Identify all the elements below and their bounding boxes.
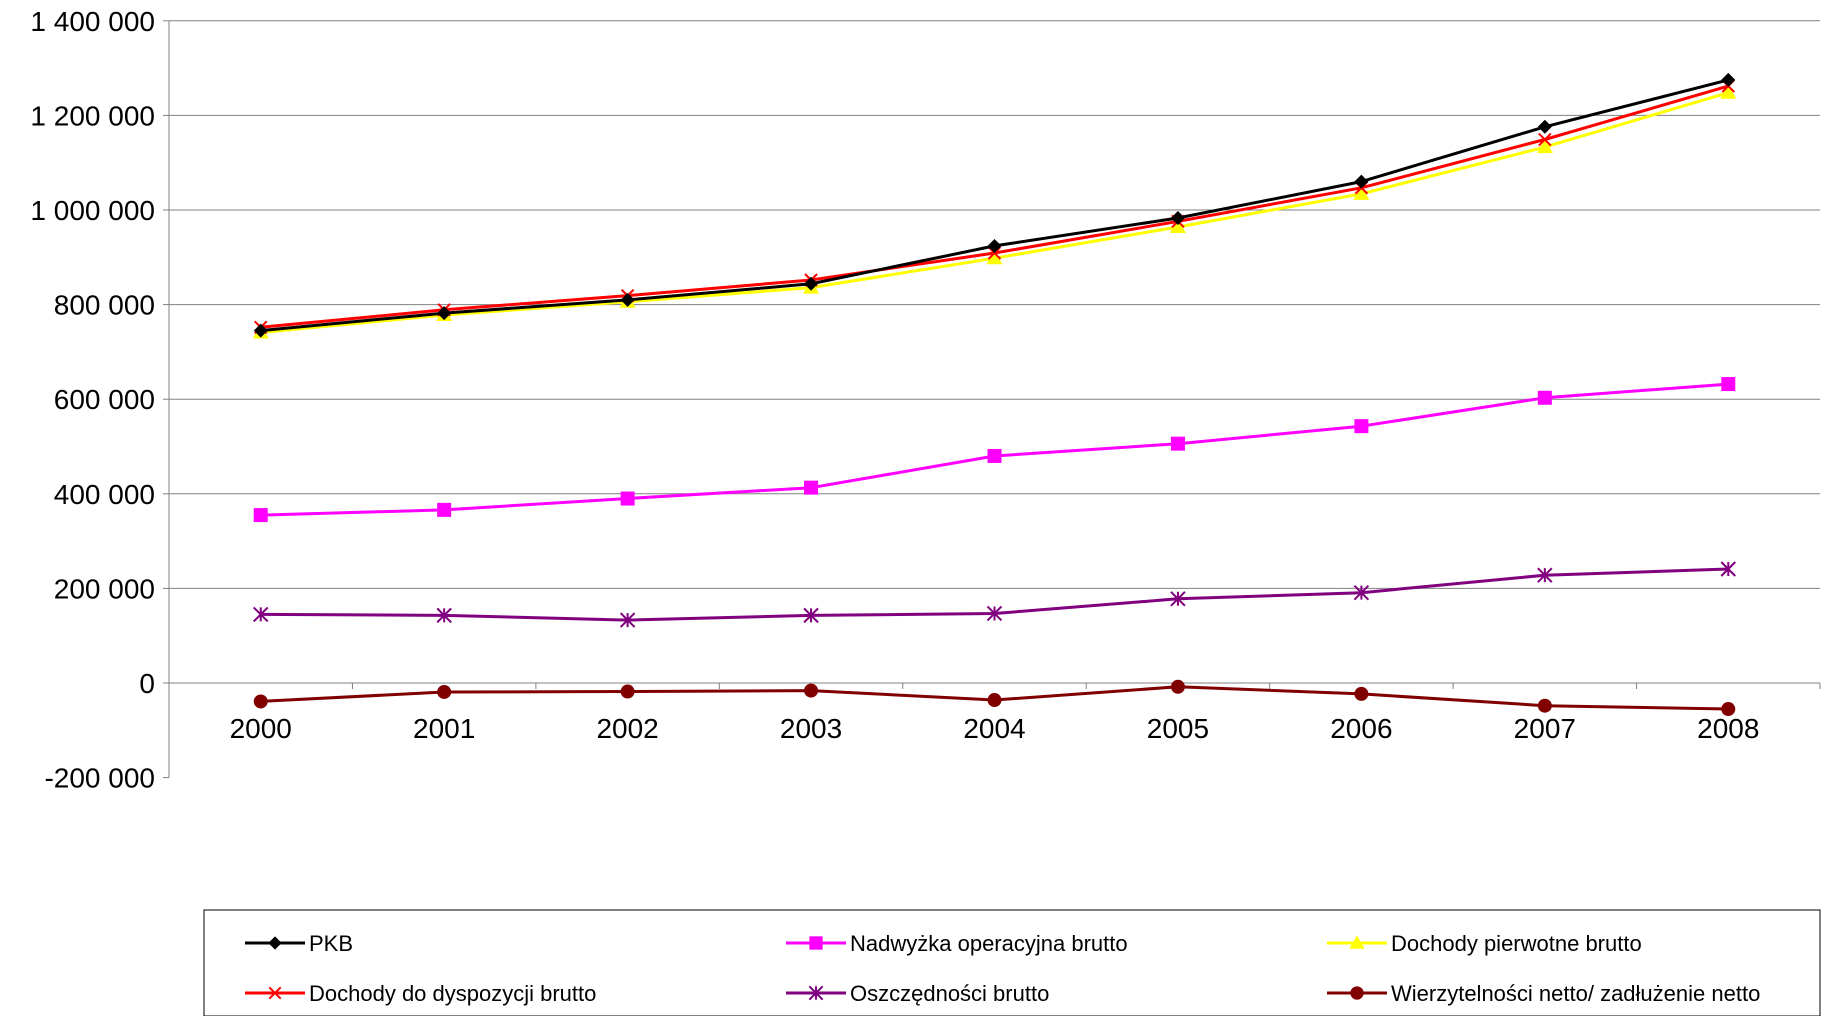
x-tick-label: 2004 bbox=[963, 713, 1025, 744]
x-tick-label: 2002 bbox=[596, 713, 658, 744]
series-5 bbox=[253, 679, 1736, 717]
data-point-circle bbox=[253, 694, 268, 709]
y-tick-label: 600 000 bbox=[54, 384, 155, 415]
y-tick-label: 1 000 000 bbox=[30, 195, 155, 226]
y-tick-label: 1 200 000 bbox=[30, 100, 155, 131]
data-point-star bbox=[253, 606, 269, 623]
y-tick-label: 400 000 bbox=[54, 479, 155, 510]
y-tick-label: 1 400 000 bbox=[30, 6, 155, 37]
x-tick-label: 2008 bbox=[1697, 713, 1759, 744]
legend-label: Nadwyżka operacyjna brutto bbox=[850, 931, 1128, 956]
legend-item: Oszczędności brutto bbox=[786, 981, 1049, 1006]
data-point-circle bbox=[620, 684, 635, 699]
data-point-star bbox=[436, 607, 452, 624]
series-line bbox=[260, 84, 1729, 329]
data-point-diamond bbox=[987, 238, 1002, 253]
series-4 bbox=[253, 561, 1736, 628]
x-tick-label: 2000 bbox=[230, 713, 292, 744]
data-point-star bbox=[619, 612, 636, 628]
legend-item: PKB bbox=[245, 931, 353, 956]
series-1 bbox=[253, 377, 1736, 523]
data-point-circle bbox=[987, 693, 1002, 708]
data-point-triangle bbox=[1720, 84, 1737, 99]
y-tick-label: 800 000 bbox=[54, 290, 155, 321]
data-point-diamond bbox=[1170, 211, 1185, 226]
gridlines bbox=[169, 20, 1820, 589]
series-line bbox=[260, 78, 1729, 333]
legend-label: Wierzytelności netto/ zadłużenie netto bbox=[1391, 981, 1760, 1006]
x-tick-label: 2006 bbox=[1330, 713, 1392, 744]
data-point-triangle bbox=[1349, 935, 1365, 949]
data-point-star bbox=[803, 607, 819, 624]
data-point-circle bbox=[1721, 702, 1736, 717]
data-point-x bbox=[1538, 132, 1552, 147]
x-tick-label: 2005 bbox=[1147, 713, 1209, 744]
legend-label: PKB bbox=[309, 931, 353, 956]
data-point-x bbox=[987, 246, 1002, 260]
legend-item: Wierzytelności netto/ zadłużenie netto bbox=[1327, 981, 1760, 1006]
data-point-diamond bbox=[620, 292, 635, 307]
x-tick-label: 2001 bbox=[413, 713, 475, 744]
series-3 bbox=[254, 79, 1735, 335]
data-point-square bbox=[437, 502, 452, 517]
data-point-diamond bbox=[1537, 119, 1552, 134]
y-tick-label: -200 000 bbox=[44, 763, 155, 794]
data-point-circle bbox=[1350, 986, 1364, 1000]
data-point-star bbox=[986, 605, 1003, 622]
data-point-star bbox=[1170, 591, 1186, 607]
data-point-square bbox=[1170, 436, 1185, 451]
legend-item: Dochody do dyspozycji brutto bbox=[245, 981, 596, 1006]
data-point-star bbox=[1720, 561, 1736, 577]
data-point-star bbox=[1537, 567, 1553, 583]
data-point-triangle bbox=[1169, 219, 1186, 234]
legend-item: Nadwyżka operacyjna brutto bbox=[786, 931, 1128, 956]
legend-label: Dochody do dyspozycji brutto bbox=[309, 981, 596, 1006]
y-tick-label: 0 bbox=[139, 668, 155, 699]
data-point-square bbox=[1354, 419, 1369, 434]
series-line bbox=[260, 91, 1729, 334]
data-point-diamond bbox=[804, 276, 819, 291]
data-point-square bbox=[804, 480, 819, 495]
data-point-circle bbox=[1354, 686, 1369, 701]
y-tick-label: 200 000 bbox=[54, 573, 155, 604]
data-point-diamond bbox=[268, 936, 282, 950]
legend-box bbox=[203, 909, 1821, 1016]
data-point-diamond bbox=[1721, 72, 1736, 87]
data-point-diamond bbox=[437, 306, 452, 321]
data-point-circle bbox=[1537, 698, 1552, 713]
data-point-diamond bbox=[253, 323, 268, 338]
legend-item: Dochody pierwotne brutto bbox=[1327, 931, 1642, 956]
x-tick-label: 2007 bbox=[1514, 713, 1576, 744]
x-tick-label: 2003 bbox=[780, 713, 842, 744]
data-point-square bbox=[1721, 377, 1736, 392]
legend: PKB Nadwyżka operacyjna brutto Dochody pie… bbox=[203, 909, 1821, 1016]
data-point-triangle bbox=[1536, 139, 1553, 154]
data-point-square bbox=[1537, 390, 1552, 405]
data-point-x bbox=[268, 986, 282, 1000]
data-point-star bbox=[1353, 584, 1370, 601]
legend-label: Dochody pierwotne brutto bbox=[1391, 931, 1642, 956]
data-point-diamond bbox=[1354, 174, 1369, 189]
data-point-star bbox=[808, 985, 824, 1001]
data-point-triangle bbox=[1353, 185, 1370, 200]
series-0 bbox=[253, 72, 1736, 338]
data-point-triangle bbox=[986, 250, 1003, 265]
data-point-circle bbox=[804, 683, 819, 698]
series-lines bbox=[252, 72, 1737, 717]
data-point-square bbox=[620, 491, 635, 506]
data-point-circle bbox=[437, 684, 452, 699]
axes: -200 000 0 200 000 400 000 600 000 800 000 1 0… bbox=[30, 6, 1821, 794]
data-point-square bbox=[253, 508, 268, 523]
data-point-circle bbox=[1170, 679, 1185, 694]
legend-label: Oszczędności brutto bbox=[850, 981, 1049, 1006]
series-2 bbox=[252, 84, 1737, 339]
data-point-square bbox=[809, 936, 823, 950]
data-point-square bbox=[987, 448, 1002, 463]
